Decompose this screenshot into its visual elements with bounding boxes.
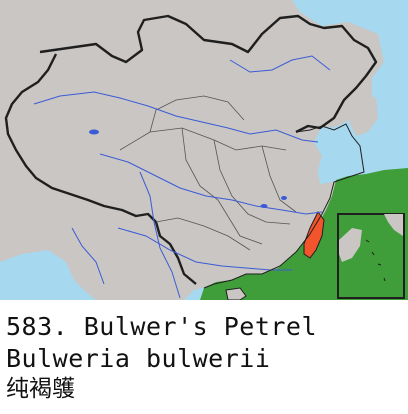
taiwan-highlight bbox=[303, 211, 325, 259]
species-number-and-name: 583. Bulwer's Petrel bbox=[6, 312, 318, 341]
distribution-map bbox=[0, 0, 408, 300]
hainan-island bbox=[225, 287, 247, 300]
scientific-name: Bulweria bulwerii bbox=[6, 344, 271, 373]
inset-land bbox=[339, 228, 362, 262]
inset-land-2 bbox=[384, 214, 403, 236]
inset-islands bbox=[365, 239, 386, 282]
peninsula-land bbox=[346, 92, 378, 136]
lake-2 bbox=[260, 204, 268, 208]
bay-of-bengal bbox=[0, 250, 96, 300]
chinese-name: 纯褐鹱 bbox=[6, 376, 75, 402]
yellow-sea bbox=[314, 122, 364, 184]
province-lines bbox=[119, 95, 297, 251]
lake-3 bbox=[281, 196, 287, 200]
east-china-sea bbox=[376, 120, 408, 176]
rivers bbox=[33, 55, 331, 299]
national-border bbox=[4, 14, 378, 285]
lake-1 bbox=[89, 129, 99, 135]
coastline bbox=[203, 123, 365, 289]
land-mass bbox=[0, 0, 390, 300]
